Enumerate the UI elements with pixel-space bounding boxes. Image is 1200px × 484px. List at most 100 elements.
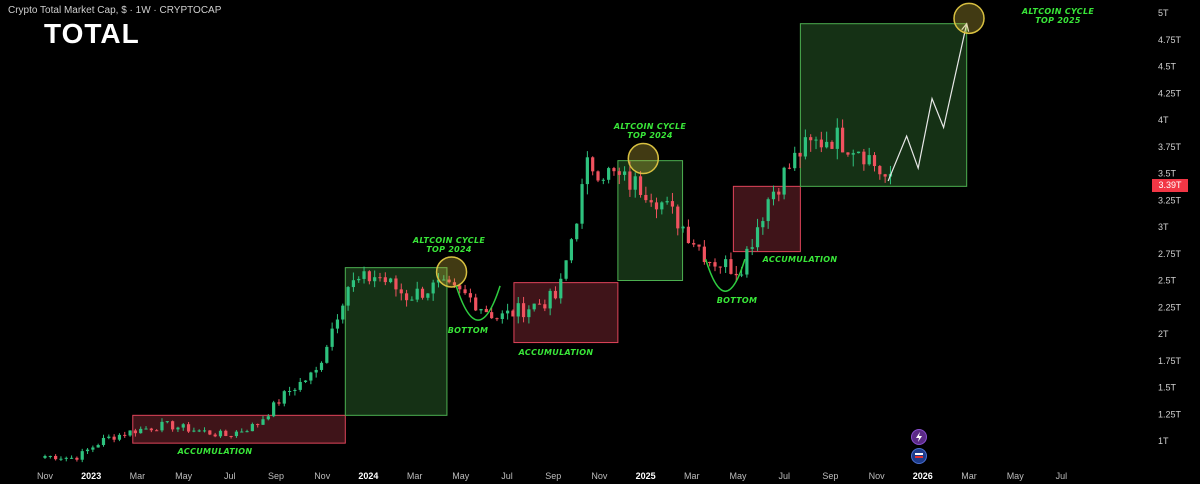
x-tick-label: 2025 xyxy=(636,471,656,481)
accumulation-label-1: ACCUMULATION xyxy=(177,447,253,456)
candle-up xyxy=(43,456,47,458)
projection-path xyxy=(887,23,968,182)
candle-up xyxy=(298,381,302,390)
y-tick-label: 1T xyxy=(1158,436,1169,446)
x-tick-label: Jul xyxy=(501,471,513,481)
candle-up xyxy=(59,458,63,460)
candle-up xyxy=(325,346,329,363)
time-axis: Nov 2023 Mar May Jul Sep Nov 2024 Mar May Jul Sep No… xyxy=(37,471,1067,481)
candle-down xyxy=(468,293,472,298)
candle-up xyxy=(426,293,430,298)
candle-down xyxy=(697,244,701,247)
bottom-arc xyxy=(704,258,746,292)
price-axis: 1T 1.25T 1.5T 1.75T 2T 2.25T 2.5T 2.75T 3T 3.25T 3… xyxy=(1158,8,1182,446)
lightning-icon[interactable] xyxy=(911,429,927,445)
candle-down xyxy=(543,304,547,309)
candle-up xyxy=(287,391,292,393)
candle-up xyxy=(607,168,611,180)
y-tick-label: 3.25T xyxy=(1158,195,1182,205)
symbol-info: Crypto Total Market Cap, $ · 1W · CRYPTO… xyxy=(8,5,222,16)
candle-up xyxy=(346,287,350,306)
y-tick-label: 1.75T xyxy=(1158,356,1182,366)
y-tick-label: 1.5T xyxy=(1158,383,1177,393)
candle-down xyxy=(862,151,866,165)
candle-up xyxy=(506,310,510,314)
candle-down xyxy=(644,194,648,201)
y-tick-label: 3.5T xyxy=(1158,169,1177,179)
red-accumulation-box xyxy=(132,414,346,444)
candle-up xyxy=(144,428,148,430)
overlays xyxy=(435,2,985,321)
bottom-arc xyxy=(455,285,501,321)
x-tick-label: Nov xyxy=(37,471,54,481)
x-tick-label: 2023 xyxy=(81,471,101,481)
y-tick-label: 4T xyxy=(1158,115,1169,125)
candle-up xyxy=(793,152,797,169)
candle-down xyxy=(133,430,137,434)
candle-down xyxy=(729,259,733,274)
candle-up xyxy=(755,227,760,248)
range-boxes xyxy=(132,23,968,444)
candle-up xyxy=(357,278,361,281)
flag-icon[interactable] xyxy=(911,448,927,464)
candle-down xyxy=(809,137,813,141)
x-tick-label: Mar xyxy=(684,471,700,481)
candle-up xyxy=(585,157,589,185)
candle-down xyxy=(224,430,228,437)
candle-down xyxy=(186,424,191,432)
y-tick-label: 3.75T xyxy=(1158,142,1182,152)
candle-down xyxy=(612,168,616,172)
candle-up xyxy=(559,278,563,299)
candle-up xyxy=(745,248,749,275)
candle-up xyxy=(176,427,180,430)
candle-down xyxy=(846,152,850,155)
candle-down xyxy=(686,226,691,244)
annotation-line: TOP 2024 xyxy=(426,245,472,254)
x-tick-label: Sep xyxy=(822,471,838,481)
candle-down xyxy=(399,289,403,294)
y-tick-label: 2.5T xyxy=(1158,276,1177,286)
candle-up xyxy=(373,277,377,282)
candle-up xyxy=(64,457,68,459)
y-tick-label: 4.75T xyxy=(1158,35,1182,45)
candle-down xyxy=(878,166,882,175)
candle-down xyxy=(692,243,696,245)
candle-up xyxy=(293,389,297,392)
candle-down xyxy=(713,262,717,267)
candle-down xyxy=(447,279,451,283)
y-tick-label: 5T xyxy=(1158,8,1169,18)
cycle-top-highlight xyxy=(627,142,660,175)
candle-up xyxy=(660,202,664,210)
candle-up xyxy=(117,434,122,440)
candle-up xyxy=(601,179,605,181)
x-tick-label: Nov xyxy=(869,471,886,481)
candle-up xyxy=(165,421,169,423)
chart-title: TOTAL xyxy=(44,18,140,49)
altcoin-top-2025-label: ALTCOIN CYCLE TOP 2025 xyxy=(1022,7,1094,25)
y-tick-label: 2.25T xyxy=(1158,302,1182,312)
candle-up xyxy=(851,153,855,155)
candle-up xyxy=(85,449,90,452)
candle-up xyxy=(835,127,839,149)
candle-up xyxy=(362,271,366,279)
x-tick-label: Mar xyxy=(130,471,146,481)
candle-down xyxy=(277,402,281,404)
candle-up xyxy=(309,372,313,381)
candle-up xyxy=(181,424,185,428)
candle-up xyxy=(218,430,223,437)
y-tick-label: 4.25T xyxy=(1158,88,1182,98)
candle-up xyxy=(814,139,818,141)
bottom-label-1: BOTTOM xyxy=(447,326,489,335)
x-tick-label: 2026 xyxy=(913,471,933,481)
green-range-box xyxy=(799,23,968,187)
annotation-line: TOP 2024 xyxy=(627,131,673,140)
candle-down xyxy=(171,421,175,430)
candle-up xyxy=(569,239,574,261)
candle-down xyxy=(484,308,488,313)
cycle-top-highlight xyxy=(953,2,985,35)
candle-down xyxy=(734,273,738,276)
candle-down xyxy=(718,266,722,268)
candle-down xyxy=(404,293,409,301)
candle-down xyxy=(54,455,58,460)
